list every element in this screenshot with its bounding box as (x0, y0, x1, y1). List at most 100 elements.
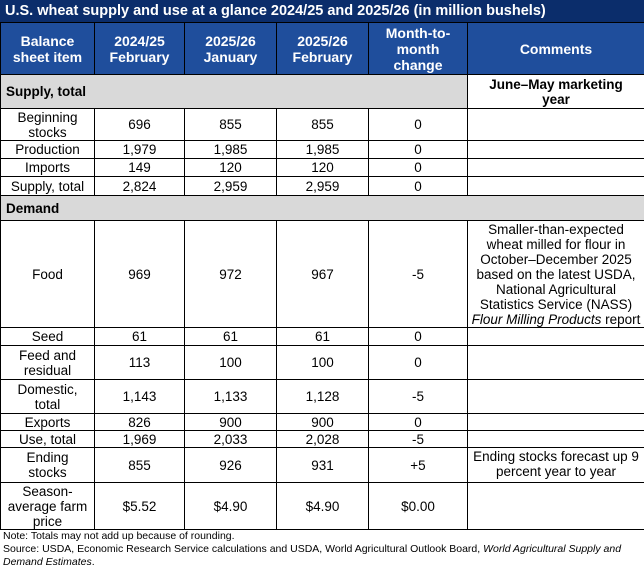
cell-value: 696 (94, 108, 185, 141)
cell-value: 826 (94, 413, 185, 431)
row-item: Feed and residual (0, 345, 95, 380)
cell-change: 0 (368, 176, 468, 196)
cell-value: 926 (184, 447, 277, 483)
cell-value: 855 (276, 108, 369, 141)
cell-value: 120 (184, 158, 277, 177)
food-comment: Smaller-than-expected wheat milled for f… (467, 220, 644, 328)
cell-value: 900 (184, 413, 277, 431)
header-2025-26-february: 2025/26 February (276, 22, 369, 75)
row-item: Production (0, 140, 95, 159)
cell-value: 855 (184, 108, 277, 141)
supply-use-table: Balance sheet item 2024/25 February 2025/2… (0, 22, 644, 530)
cell-change: 0 (368, 158, 468, 177)
marketing-year-note: June–May marketing year (467, 74, 644, 109)
ending-stocks-comment: Ending stocks forecast up 9 percent year … (467, 447, 644, 483)
cell-value: 972 (184, 220, 277, 328)
cell-comment (467, 176, 644, 196)
table-row: Use, total 1,969 2,033 2,028 -5 (0, 430, 644, 448)
row-item: Season-average farm price (0, 482, 95, 530)
table-row-food: Food 969 972 967 -5 Smaller-than-expecte… (0, 220, 644, 328)
header-row: Balance sheet item 2024/25 February 2025/2… (0, 22, 644, 75)
table-row: Feed and residual 113 100 100 0 (0, 345, 644, 380)
row-item: Use, total (0, 430, 95, 448)
cell-change: 0 (368, 140, 468, 159)
cell-value: 1,985 (184, 140, 277, 159)
cell-value: 900 (276, 413, 369, 431)
header-balance-sheet-item: Balance sheet item (0, 22, 95, 75)
report-title: Flour Milling Products (471, 312, 602, 327)
cell-comment (467, 413, 644, 431)
cell-value: 2,959 (276, 176, 369, 196)
cell-value: $5.52 (94, 482, 185, 530)
cell-change: +5 (368, 447, 468, 483)
row-item: Supply, total (0, 176, 95, 196)
cell-value: 855 (94, 447, 185, 483)
cell-value: 1,985 (276, 140, 369, 159)
cell-value: 100 (184, 345, 277, 380)
cell-change: -5 (368, 220, 468, 328)
cell-change: 0 (368, 345, 468, 380)
table-row: Seed 61 61 61 0 (0, 327, 644, 346)
row-item: Imports (0, 158, 95, 177)
cell-value: 931 (276, 447, 369, 483)
cell-comment (467, 379, 644, 414)
cell-value: 1,979 (94, 140, 185, 159)
supply-section-row: Supply, total June–May marketing year (0, 74, 644, 109)
header-month-to-month-change: Month-to-month change (368, 22, 468, 75)
row-item: Food (0, 220, 95, 328)
table-row: Imports 149 120 120 0 (0, 158, 644, 177)
cell-value: 100 (276, 345, 369, 380)
table-row: Production 1,979 1,985 1,985 0 (0, 140, 644, 159)
cell-value: 113 (94, 345, 185, 380)
cell-value: 1,128 (276, 379, 369, 414)
cell-comment (467, 158, 644, 177)
cell-value: 2,824 (94, 176, 185, 196)
cell-comment (467, 108, 644, 141)
row-item: Beginning stocks (0, 108, 95, 141)
cell-value: 61 (276, 327, 369, 346)
cell-value: 1,969 (94, 430, 185, 448)
table-row-ending-stocks: Ending stocks 855 926 931 +5 Ending stock… (0, 447, 644, 483)
table-row: Domestic, total 1,143 1,133 1,128 -5 (0, 379, 644, 414)
cell-comment (467, 327, 644, 346)
cell-value: 61 (94, 327, 185, 346)
header-2025-26-january: 2025/26 January (184, 22, 277, 75)
cell-comment (467, 345, 644, 380)
rounding-note: Note: Totals may not add up because of r… (3, 530, 235, 542)
cell-value: 2,959 (184, 176, 277, 196)
row-item: Exports (0, 413, 95, 431)
header-comments: Comments (467, 22, 644, 75)
cell-comment (467, 430, 644, 448)
row-item: Seed (0, 327, 95, 346)
cell-value: 149 (94, 158, 185, 177)
table-row: Supply, total 2,824 2,959 2,959 0 (0, 176, 644, 196)
cell-value: $4.90 (276, 482, 369, 530)
table-row-price: Season-average farm price $5.52 $4.90 $4.… (0, 482, 644, 530)
cell-change: 0 (368, 327, 468, 346)
cell-comment (467, 140, 644, 159)
table-notes: Note: Totals may not add up because of r… (3, 530, 643, 569)
cell-change: -5 (368, 430, 468, 448)
row-item: Ending stocks (0, 447, 95, 483)
cell-value: 969 (94, 220, 185, 328)
cell-value: $4.90 (184, 482, 277, 530)
cell-value: 2,028 (276, 430, 369, 448)
cell-comment (467, 482, 644, 530)
cell-change: $0.00 (368, 482, 468, 530)
demand-section-label: Demand (0, 195, 644, 221)
cell-value: 1,133 (184, 379, 277, 414)
cell-value: 2,033 (184, 430, 277, 448)
cell-change: -5 (368, 379, 468, 414)
cell-value: 61 (184, 327, 277, 346)
cell-change: 0 (368, 108, 468, 141)
demand-section-row: Demand (0, 195, 644, 221)
header-2024-25-february: 2024/25 February (94, 22, 185, 75)
cell-change: 0 (368, 413, 468, 431)
table-title: U.S. wheat supply and use at a glance 20… (0, 0, 644, 22)
supply-section-label: Supply, total (0, 74, 468, 109)
row-item: Domestic, total (0, 379, 95, 414)
table-row: Beginning stocks 696 855 855 0 (0, 108, 644, 141)
cell-value: 967 (276, 220, 369, 328)
table-row: Exports 826 900 900 0 (0, 413, 644, 431)
